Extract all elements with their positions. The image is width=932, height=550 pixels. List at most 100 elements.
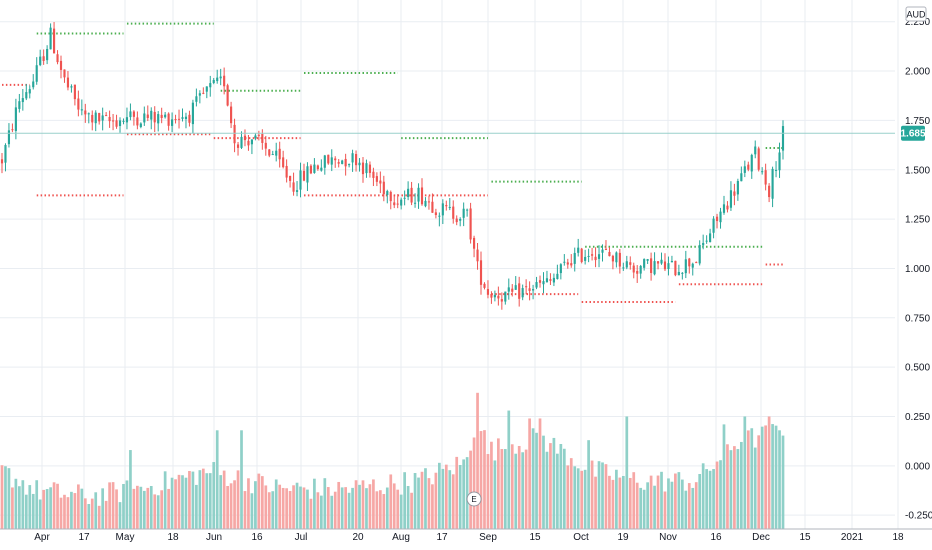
candle-body [781, 126, 785, 151]
time-axis[interactable]: Apr 17 May 18 Jun 16 Jul 20 Aug 17 Sep 15 Oct 19 Nov 16… [0, 528, 932, 543]
candle-body [174, 119, 177, 121]
volume-bar [566, 465, 570, 529]
volume-bar [45, 489, 49, 529]
volume-bar [545, 451, 549, 529]
volume-bar [236, 470, 240, 529]
volume-bar [587, 440, 590, 529]
volume-bar [219, 475, 223, 529]
candle-body [18, 101, 21, 109]
volume-bar [24, 494, 28, 529]
volume-bar [254, 481, 257, 529]
volume-bar [90, 498, 94, 529]
volume-bar [580, 470, 584, 529]
earnings-marker[interactable]: E [466, 491, 482, 507]
volume-bar [163, 471, 167, 529]
candle-body [177, 118, 181, 120]
candle-body [264, 142, 267, 149]
volume-bar [542, 435, 545, 529]
volume-bar [340, 487, 344, 529]
candle-body [608, 251, 611, 257]
volume-bar [70, 491, 73, 529]
volume-bar [396, 489, 400, 529]
candle-body [747, 164, 750, 170]
candle-body [115, 120, 118, 127]
candle-body [733, 191, 736, 196]
candle-body [32, 81, 35, 88]
candle-body [483, 283, 486, 288]
candle-body [650, 258, 653, 273]
volume-bar [118, 502, 122, 529]
candle-body [726, 205, 729, 210]
volume-bar [562, 448, 566, 529]
volume-bar [753, 447, 757, 529]
candle-body [80, 109, 83, 111]
candle-body [472, 237, 476, 249]
candle-body [719, 211, 722, 223]
candle-body [313, 164, 316, 173]
volume-bar [469, 450, 472, 529]
candle-body [386, 191, 389, 196]
candle-body [466, 209, 469, 211]
candle-body [98, 112, 101, 122]
time-tick-label: May [116, 532, 135, 543]
candle-body [181, 117, 184, 119]
candle-body [705, 240, 708, 242]
candle-body [497, 295, 500, 299]
candle-body [285, 165, 288, 178]
volume-bar [392, 483, 396, 529]
candle-body [389, 191, 392, 202]
candle-body [111, 120, 115, 122]
candle-body [410, 187, 413, 203]
volume-bar [701, 463, 705, 529]
candle-body [230, 106, 233, 124]
volume-bar [597, 461, 601, 529]
candle-body [358, 162, 361, 166]
candle-body [139, 123, 142, 128]
volume-bar [483, 430, 486, 529]
price-axis[interactable]: 2.250 2.000 1.750 1.500 1.250 1.000 0.750 0.500… [905, 17, 932, 521]
volume-bar [559, 444, 563, 529]
volume-bar [521, 452, 525, 529]
volume-bar [101, 488, 105, 529]
volume-bar [361, 480, 365, 529]
volume-bar [493, 460, 497, 529]
candle-body [299, 170, 302, 190]
volume-bar [535, 432, 538, 529]
candle-body [695, 262, 698, 264]
candle-body [736, 180, 739, 195]
time-tick-label: 17 [436, 532, 448, 543]
earnings-icon[interactable] [466, 491, 482, 507]
volume-bar [680, 479, 684, 529]
time-tick-label: Oct [573, 532, 589, 543]
volume-bar [243, 491, 247, 529]
volume-bar [667, 478, 670, 529]
time-tick-label: Nov [659, 532, 677, 543]
candle-body [361, 162, 365, 175]
volume-bar [313, 478, 316, 529]
price-tick-label: 1.250 [905, 215, 930, 226]
volume-bar [31, 493, 35, 529]
volume-bar [458, 465, 462, 529]
candle-body [764, 170, 767, 185]
candle-body [28, 89, 31, 94]
candle-body [191, 102, 194, 125]
time-tick-label: 16 [710, 532, 722, 543]
candle-body [289, 175, 292, 181]
candle-body [500, 299, 503, 302]
volume-bar [757, 435, 761, 529]
candle-body [507, 287, 510, 292]
volume-bar [615, 469, 618, 529]
candle-body [365, 163, 368, 174]
candle-body [535, 282, 538, 288]
currency-badge[interactable]: AUD [905, 6, 927, 22]
volume-bar [372, 479, 375, 529]
volume-bar [323, 478, 327, 529]
volume-bar [601, 462, 604, 529]
volume-bar [576, 468, 580, 529]
candle-body [403, 197, 406, 199]
candle-body [545, 278, 549, 283]
volume-bar [760, 426, 764, 529]
candle-body [684, 259, 687, 274]
candle-body [226, 85, 229, 106]
